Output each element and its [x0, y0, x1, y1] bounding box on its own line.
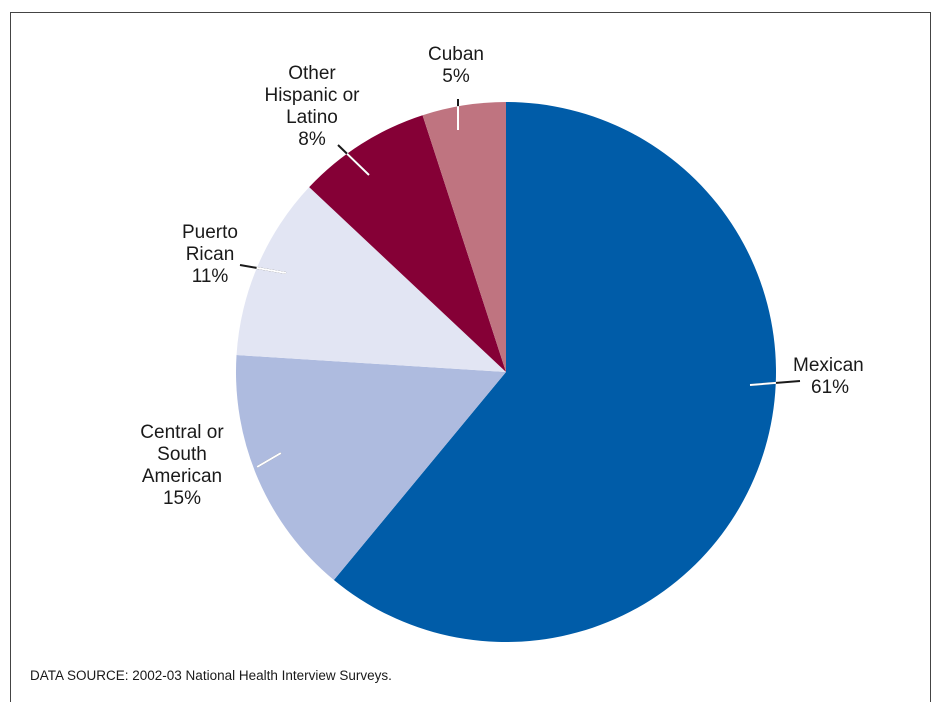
leader-line-inner-other-hispanic-or-latino — [346, 152, 370, 176]
pie-slice-other-hispanic-or-latino — [309, 115, 506, 373]
slice-category-label: Hispanic or — [264, 85, 360, 106]
slice-category-label: Latino — [286, 107, 338, 128]
data-source-note: DATA SOURCE: 2002-03 National Health Int… — [30, 668, 392, 683]
pie-slice-central-or-south-american — [236, 355, 506, 581]
slice-category-label: Puerto — [182, 222, 238, 243]
leader-lines — [239, 99, 801, 468]
slice-category-label: Rican — [186, 244, 235, 265]
slice-category-label: Mexican — [793, 355, 864, 376]
slice-value-label: 8% — [298, 129, 326, 150]
slice-label-mexican: Mexican 61% — [793, 355, 864, 398]
slice-label-central-or-south-american: Central or South American 15% — [140, 422, 224, 509]
slice-labels: Mexican 61% Central or South American 15% Puer… — [140, 44, 863, 509]
slice-label-puerto-rican: Puerto Rican 11% — [182, 222, 238, 287]
slice-label-other-hispanic-or-latino: Other Hispanic or Latino 8% — [264, 63, 360, 150]
slice-category-label: Other — [288, 63, 336, 84]
chart-frame — [10, 12, 931, 702]
slice-value-label: 11% — [192, 266, 229, 287]
slice-category-label: Cuban — [428, 44, 484, 65]
pie-slice-cuban — [422, 102, 506, 372]
pie-slice-mexican — [333, 102, 777, 642]
slice-label-cuban: Cuban 5% — [428, 44, 484, 87]
slice-value-label: 5% — [442, 66, 470, 87]
pie-slices — [236, 102, 777, 642]
slice-value-label: 15% — [163, 488, 201, 509]
slice-value-label: 61% — [811, 377, 849, 398]
leader-line-inner-puerto-rican — [256, 266, 287, 274]
leader-line-inner-mexican — [749, 381, 777, 386]
slice-category-label: American — [142, 466, 222, 487]
slice-category-label: South — [157, 444, 207, 465]
slice-category-label: Central or — [140, 422, 224, 443]
leader-line-inner-central-or-south-american — [256, 452, 282, 468]
pie-slice-puerto-rican — [236, 187, 506, 372]
